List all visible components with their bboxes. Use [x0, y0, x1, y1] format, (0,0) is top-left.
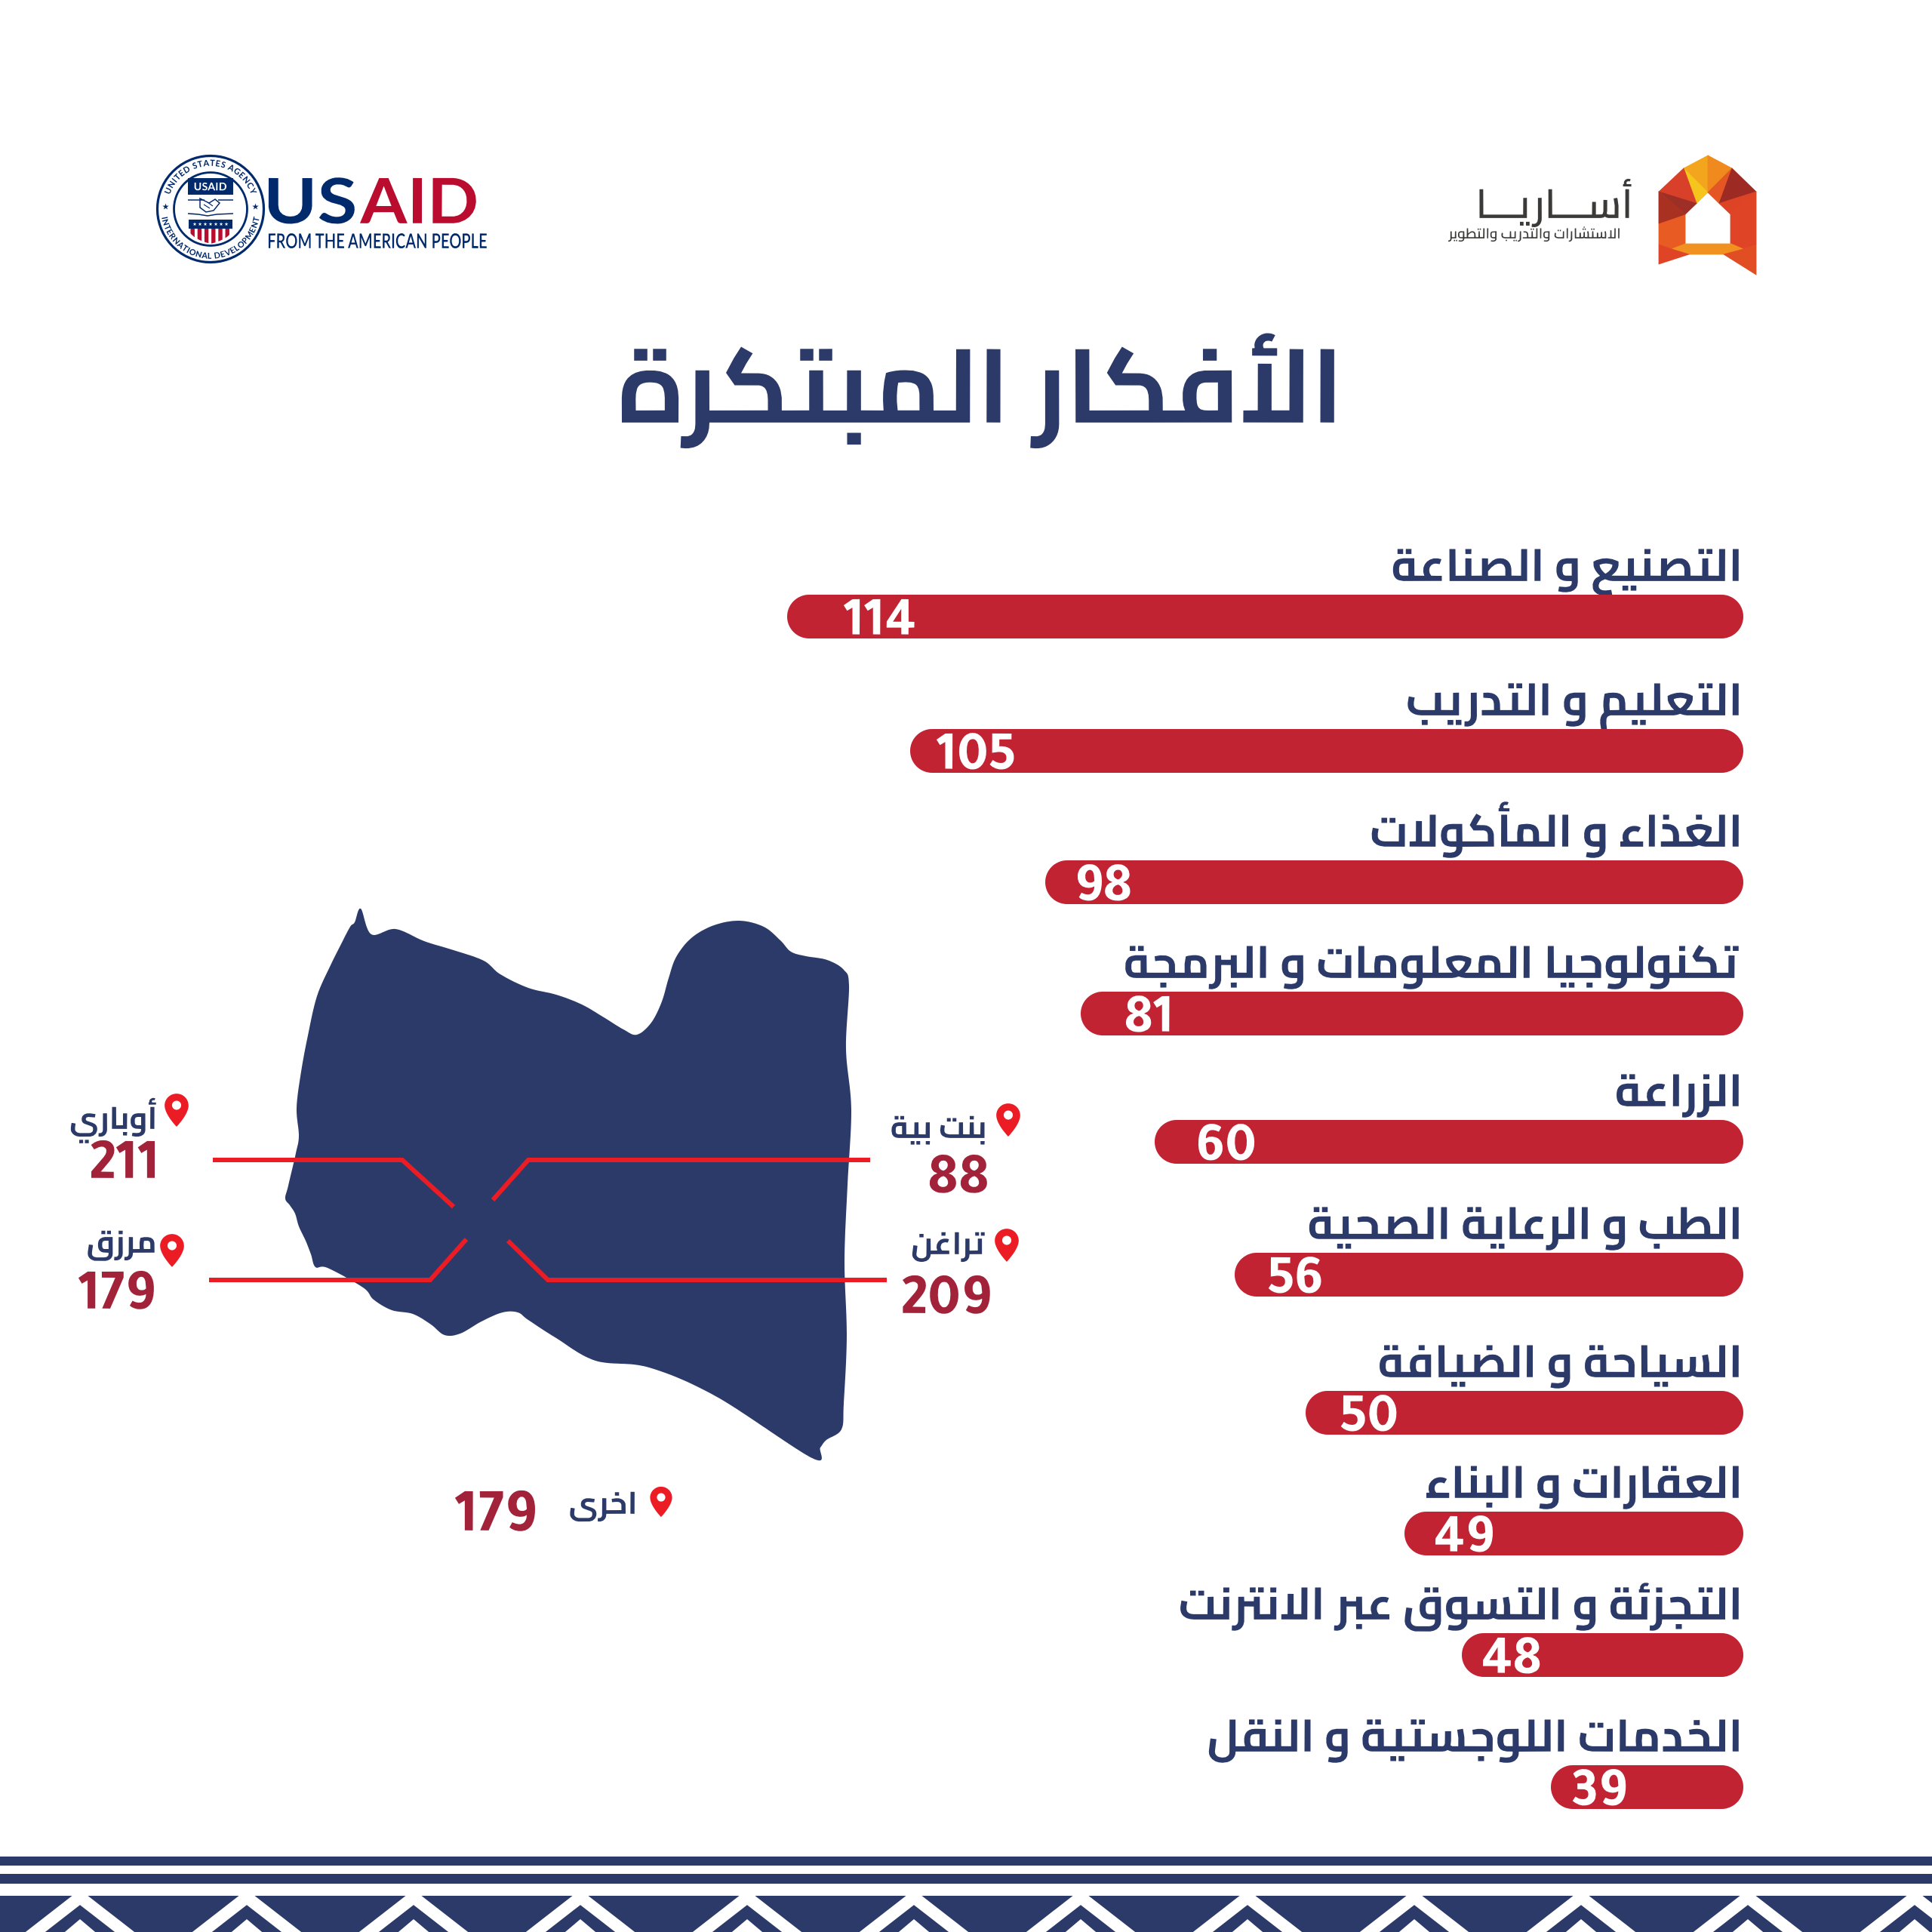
bar: [1306, 1391, 1743, 1435]
map-location: [891, 1103, 1020, 1193]
bar-value-label: [1482, 1637, 1540, 1674]
usaid-wordmark-aid: [359, 177, 476, 223]
bar-category-label: [1407, 683, 1739, 731]
bar-value-label: [1268, 1257, 1321, 1294]
bar-row: [910, 683, 1743, 773]
bar-category-label: [1380, 1345, 1739, 1389]
bar-row: [787, 549, 1743, 638]
usaid-seal-star-icon: [162, 203, 169, 210]
border-chevron-icon: [358, 1896, 469, 1932]
bar-value-label: [1340, 1395, 1397, 1432]
map-location-value: [454, 1490, 535, 1531]
usaid-seal: [155, 154, 266, 264]
map-pin-icon: [996, 1103, 1020, 1137]
border-chevron-icon: [1359, 1896, 1469, 1932]
border-chevron-icon: [1026, 1896, 1136, 1932]
border-chevron-icon: [859, 1896, 969, 1932]
bar-value-label: [1198, 1124, 1255, 1161]
bar-category-label: [1617, 1074, 1739, 1118]
bar-row: [1404, 1466, 1743, 1555]
bar-value-label: [1125, 995, 1170, 1032]
map-connector-line: [209, 1238, 469, 1282]
bar: [1045, 860, 1743, 904]
libya-map: [70, 908, 1020, 1531]
bar-value-label: [1077, 864, 1131, 901]
asaria-house-icon: [1658, 155, 1757, 275]
map-location-value: [91, 1140, 155, 1178]
border-stripe: [0, 1857, 1932, 1866]
bar-row: [1235, 1207, 1743, 1297]
usaid-seal-top-arc-text: [164, 159, 257, 194]
map-location-name: [891, 1115, 985, 1145]
bar: [1235, 1253, 1743, 1297]
footer-border-pattern: [0, 1857, 1932, 1932]
map-location: [78, 1230, 184, 1309]
bar-row: [1045, 801, 1743, 904]
asaria-wordmark: [1479, 178, 1632, 228]
libya-map-shape: [285, 908, 852, 1461]
bar-category-label: [1208, 1719, 1739, 1763]
asaria-subtitle: [1447, 226, 1620, 242]
map-pin-icon: [165, 1094, 189, 1127]
map-location: [454, 1486, 672, 1531]
bar-value-label: [936, 733, 1014, 770]
bar: [1551, 1765, 1743, 1809]
usaid-wordmark-us: [268, 177, 355, 224]
border-stripe: [0, 1874, 1932, 1884]
bar-category-label: [1371, 801, 1739, 858]
bar-value-label: [843, 598, 915, 635]
map-location-name: [570, 1491, 635, 1522]
border-chevron-icon: [25, 1896, 135, 1932]
bar-row: [1180, 1583, 1743, 1677]
usaid-seal-bottom-arc-text: [162, 216, 260, 259]
map-location: [70, 1094, 189, 1178]
bar: [1081, 992, 1743, 1035]
usaid-seal-center-text: [194, 182, 227, 191]
border-chevron-icon: [692, 1896, 802, 1932]
usaid-tagline: [268, 233, 487, 249]
map-pin-icon: [650, 1486, 672, 1518]
bar-category-label: [1426, 1466, 1739, 1509]
border-chevron-icon: [1693, 1896, 1803, 1932]
usaid-seal-star-icon: [252, 203, 259, 210]
border-chevron-icon: [525, 1896, 635, 1932]
map-pin-icon: [995, 1229, 1019, 1262]
map-location-value: [78, 1270, 154, 1309]
map-location-value: [929, 1154, 987, 1193]
map-location-name: [88, 1230, 155, 1261]
bar: [787, 595, 1743, 638]
bar-row: [1208, 1719, 1743, 1809]
map-connector-line: [506, 1238, 887, 1282]
bar-row: [1155, 1074, 1743, 1164]
map-connector-line: [491, 1158, 870, 1201]
border-chevron-icon: [192, 1896, 302, 1932]
bar-row: [1081, 945, 1743, 1035]
asaria-logo: [1447, 155, 1757, 275]
bar-value-label: [1435, 1515, 1493, 1552]
map-connector-line: [213, 1158, 456, 1209]
bar-row: [1306, 1345, 1743, 1435]
bar-category-label: [1125, 945, 1739, 989]
bar-category-label: [1309, 1207, 1739, 1251]
bar: [910, 729, 1743, 773]
bar-chart: [787, 549, 1743, 1809]
map-pin-icon: [160, 1234, 184, 1267]
map-location-name: [912, 1232, 985, 1263]
border-chevron-icon: [1526, 1896, 1636, 1932]
map-location-name: [70, 1097, 156, 1143]
border-chevron-icon: [1860, 1896, 1932, 1932]
bar-value-label: [1572, 1769, 1626, 1806]
bar-category-label: [1392, 549, 1739, 596]
map-location: [903, 1229, 1019, 1314]
bar-category-label: [1180, 1583, 1739, 1632]
page-title: [621, 333, 1334, 449]
border-chevron-icon: [1192, 1896, 1303, 1932]
bar: [1155, 1120, 1743, 1164]
map-location-value: [903, 1275, 990, 1314]
usaid-logo: [155, 154, 487, 264]
